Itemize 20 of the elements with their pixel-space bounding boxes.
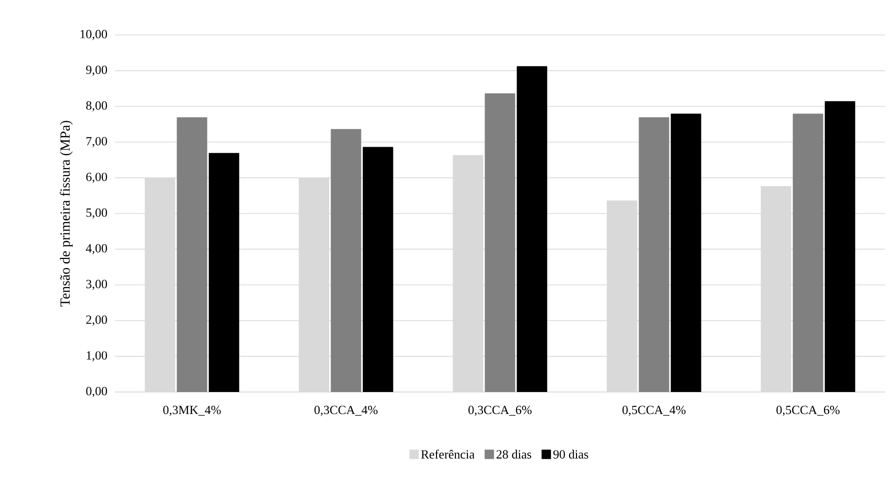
- legend-label: 28 dias: [496, 450, 532, 459]
- y-tick-label: 1,00: [86, 351, 108, 362]
- y-tick-label: 7,00: [86, 137, 108, 148]
- y-tick-label: 4,00: [86, 244, 108, 254]
- y-tick-label: 3,00: [86, 280, 108, 290]
- x-tick-label: 0,3CCA_6%: [468, 406, 532, 416]
- x-tick-label: 0,5CCA_6%: [776, 406, 840, 416]
- y-tick-label: 6,00: [86, 172, 108, 183]
- y-axis-title: Tensão de primeira fissura (MPa): [60, 120, 73, 306]
- x-tick-label: 0,3CCA_4%: [314, 406, 378, 416]
- y-tick-label: 10,00: [80, 30, 108, 40]
- y-tick-label: 2,00: [86, 316, 108, 326]
- y-tick-label: 8,00: [86, 101, 108, 112]
- y-tick-label: 5,00: [86, 208, 108, 219]
- y-tick-label: 9,00: [86, 66, 108, 76]
- x-tick-label: 0,5CCA_4%: [622, 406, 686, 416]
- legend-label: Referência: [421, 450, 475, 459]
- y-tick-label: 0,00: [86, 386, 108, 398]
- x-tick-label: 0,3MK_4%: [163, 406, 221, 416]
- legend-label: 90 dias: [553, 450, 588, 459]
